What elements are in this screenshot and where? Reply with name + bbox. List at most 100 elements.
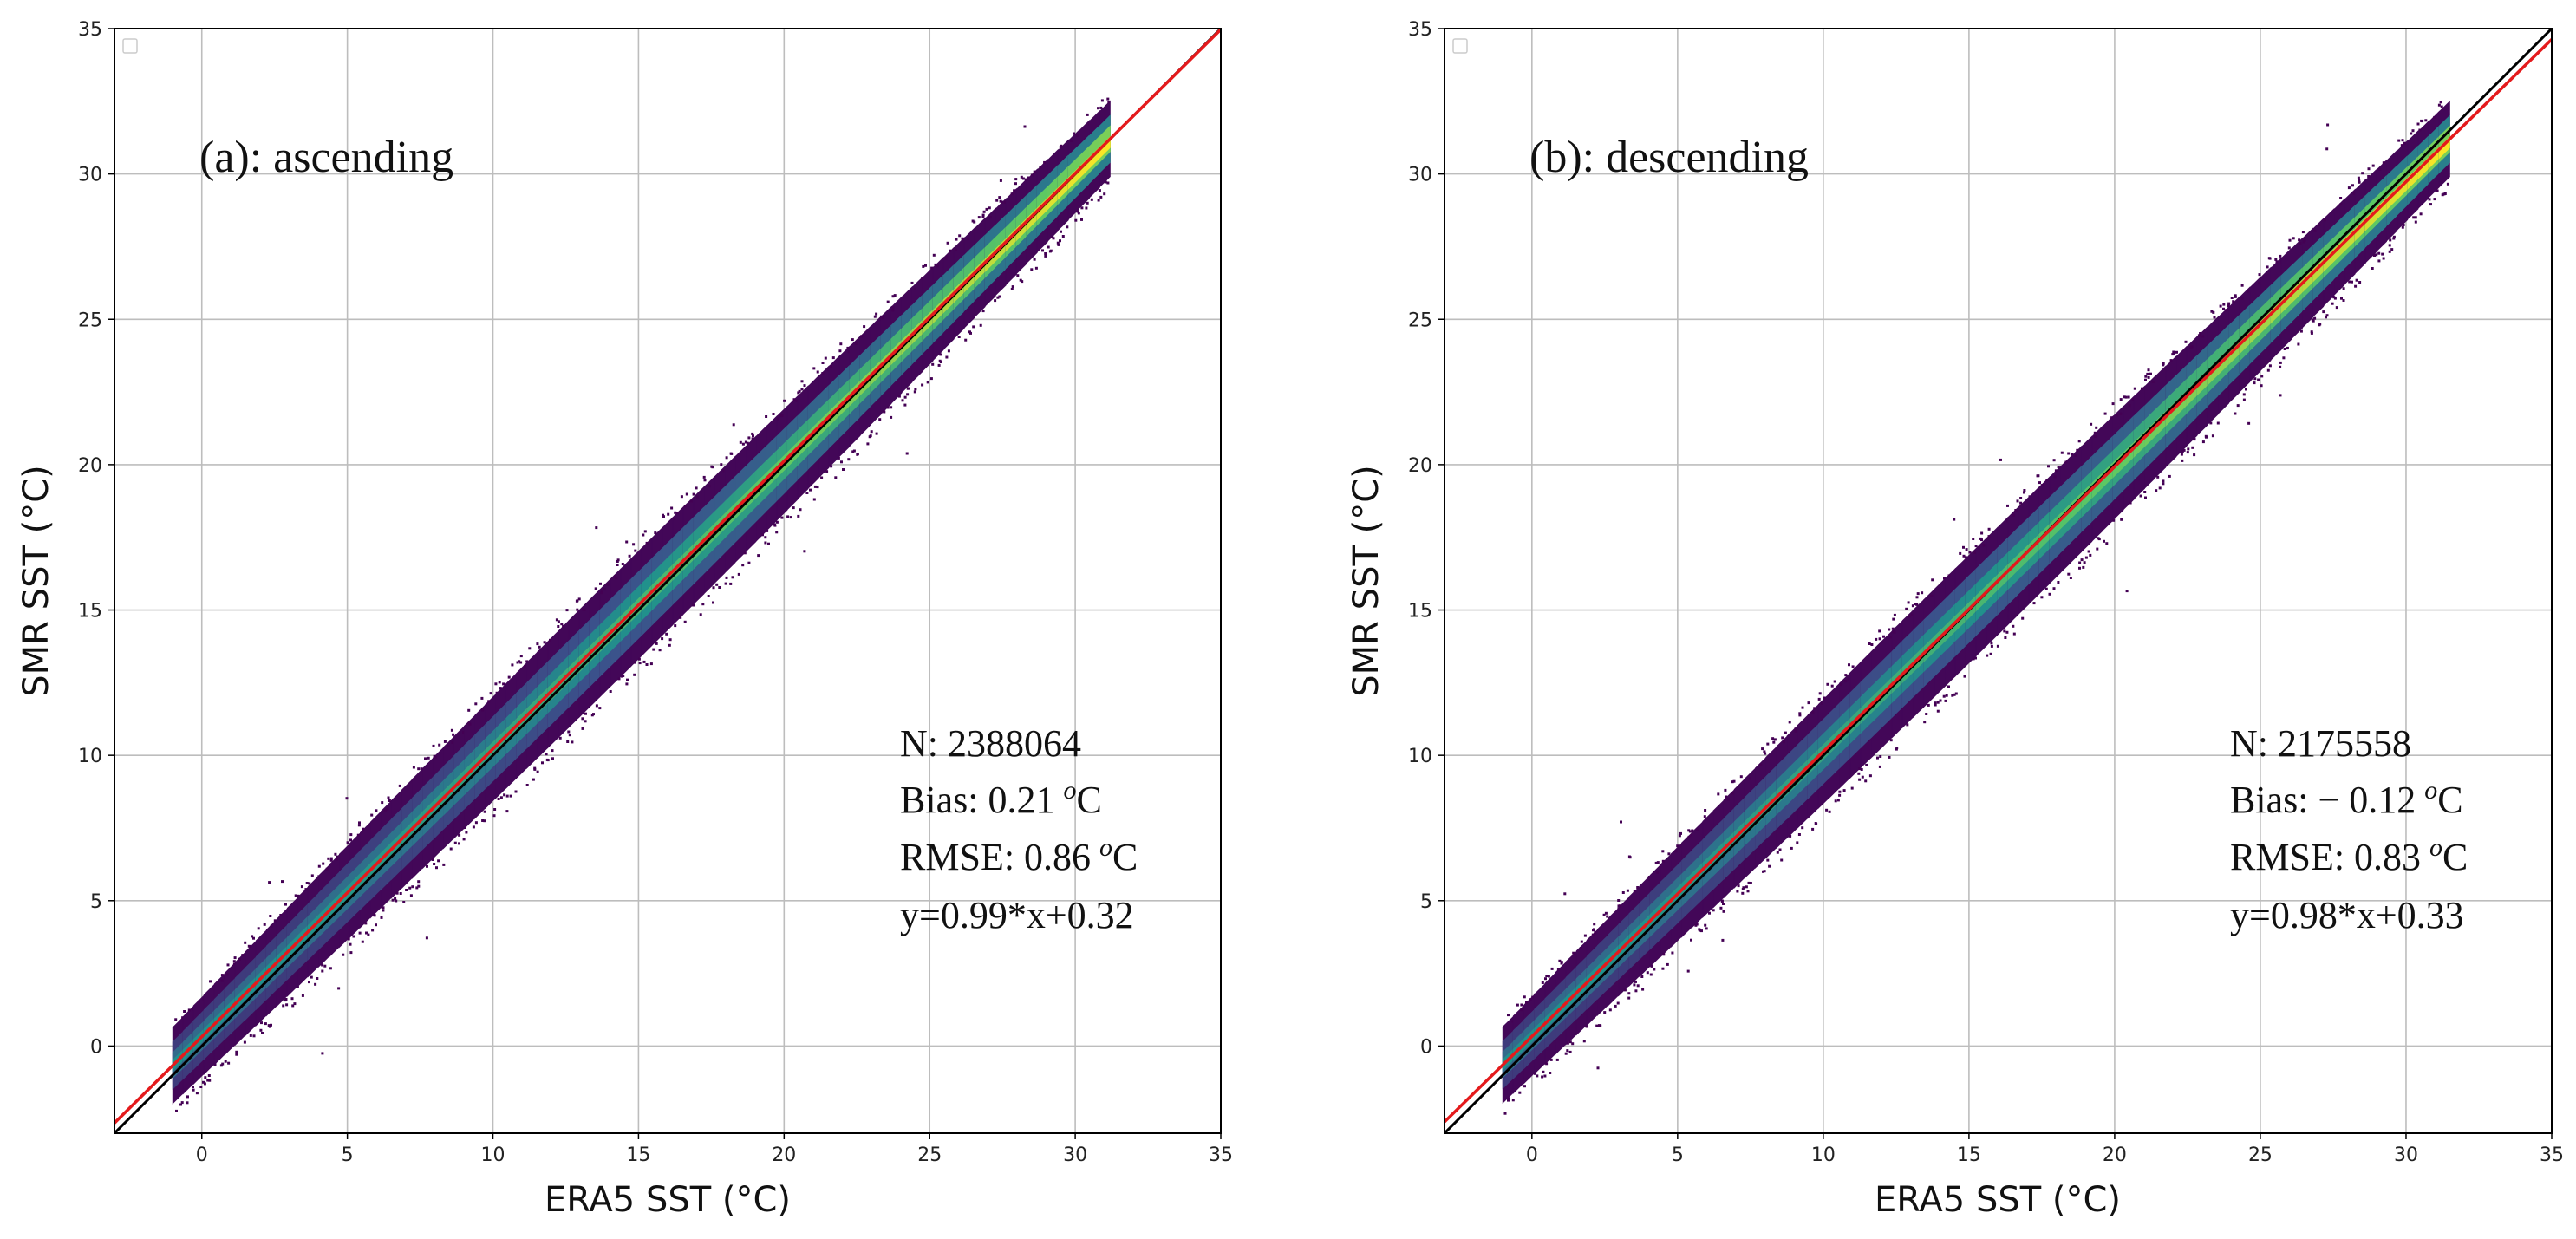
density-point [712,601,714,604]
density-point [2325,314,2329,317]
density-point [1604,911,1608,915]
density-point [779,414,783,418]
density-point [1989,652,1992,655]
density-point [1047,245,1050,249]
density-point [696,495,700,499]
density-point [434,755,438,759]
density-point [380,916,383,919]
density-point [2420,119,2423,122]
density-point [1033,170,1036,173]
density-point [2245,388,2247,391]
density-point [536,770,539,773]
density-point [869,434,872,438]
density-point [1875,637,1878,641]
density-point [1724,788,1727,792]
density-point [813,485,817,488]
density-point [1911,604,1914,608]
density-point [921,277,924,280]
density-point [1794,727,1797,731]
density-point [2048,592,2051,596]
panel-descending: 0 5 10 15 20 25 30 35 0 5 10 15 20 25 30 35 (b): desce… [1347,19,2564,1220]
density-point [947,349,950,353]
density-point [524,664,527,668]
density-point [2333,297,2337,300]
density-point [1987,527,1991,531]
density-point [227,1061,231,1065]
density-point [674,624,677,628]
density-point [2023,489,2026,492]
density-point [2348,280,2351,284]
density-point [939,361,942,363]
density-point [467,708,471,712]
density-point [2197,334,2201,337]
density-point [2428,198,2431,201]
density-point [494,682,498,686]
density-point [1013,189,1016,192]
density-point [449,847,453,851]
density-point [364,922,368,925]
density-point [2335,306,2338,310]
density-point [913,287,916,290]
density-point [1011,285,1014,289]
density-point [2004,636,2007,639]
density-point [1731,780,1734,784]
density-point [551,749,554,753]
density-point [1033,258,1036,261]
density-point [2064,460,2068,464]
density-point [304,888,308,891]
density-point [1746,890,1750,893]
density-point [1099,195,1103,199]
density-point [2352,192,2356,195]
density-point [2257,378,2260,381]
density-point [747,436,751,440]
panel-ascending: 0 5 10 15 20 25 30 35 0 5 10 15 20 25 30 35 (a): ascen… [16,19,1233,1220]
x-tick-label: 15 [626,1144,650,1166]
density-point [462,838,466,841]
density-point [391,898,395,902]
density-point [1882,635,1885,638]
lines [114,29,1221,1133]
density-point [2292,237,2295,240]
density-point [503,793,506,797]
density-point [362,827,364,831]
density-point [2216,421,2220,425]
density-point [2019,497,2023,499]
density-point [847,458,851,461]
density-point [1844,680,1848,683]
density-point [2212,310,2215,314]
density-point [1616,1001,1620,1005]
density-point [2419,212,2423,216]
density-point [757,554,760,558]
density-point [417,880,421,884]
density-point [1850,786,1854,790]
density-point [1678,834,1681,838]
density-point [628,554,631,558]
density-point [1030,268,1034,271]
density-point [2331,302,2334,305]
density-point [1972,538,1975,540]
x-axis-label: ERA5 SST (°C) [1875,1180,2121,1220]
density-point [192,1088,195,1092]
density-point [1523,1085,1526,1088]
density-point [1982,544,1986,547]
y-ticks: 0 5 10 15 20 25 30 35 [78,19,114,1058]
density-point [699,613,702,616]
density-point [642,533,645,537]
density-point [2367,175,2371,178]
density-point [973,220,976,224]
density-point [922,264,925,268]
density-point [1666,962,1669,966]
density-point [1507,1014,1510,1017]
density-point [2080,558,2084,562]
density-point [1572,951,1575,955]
density-point [1778,848,1782,851]
density-point [472,825,475,829]
density-point [499,796,503,799]
density-point [417,884,421,888]
density-point [316,977,319,980]
density-point [257,927,260,930]
density-point [1934,701,1937,705]
density-point [2071,453,2073,456]
density-point [1889,739,1893,742]
density-point [1732,779,1736,783]
